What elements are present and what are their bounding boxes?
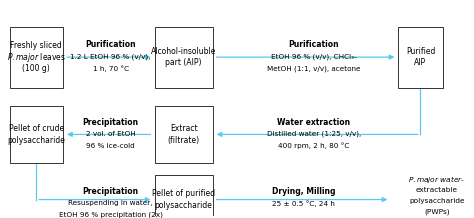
Text: EtOH 96 % (v/v), CHCl₃-: EtOH 96 % (v/v), CHCl₃- — [271, 53, 356, 60]
Text: Precipitation: Precipitation — [82, 187, 139, 196]
Text: EtOH 96 % precipitation (2x): EtOH 96 % precipitation (2x) — [59, 212, 163, 218]
Text: 96 % ice-cold: 96 % ice-cold — [86, 143, 135, 149]
Text: polysaccharide: polysaccharide — [8, 136, 65, 145]
Text: MetOH (1:1, v/v), acetone: MetOH (1:1, v/v), acetone — [267, 65, 360, 72]
Text: polysaccharide: polysaccharide — [409, 198, 465, 204]
Text: (100 g): (100 g) — [22, 64, 50, 73]
Text: (PWPs): (PWPs) — [424, 208, 449, 215]
Text: $P. major$ water-: $P. major$ water- — [408, 174, 465, 185]
Text: Precipitation: Precipitation — [82, 118, 139, 127]
FancyBboxPatch shape — [399, 27, 443, 88]
Text: Purified: Purified — [406, 47, 435, 56]
Text: extractable: extractable — [416, 187, 458, 193]
FancyBboxPatch shape — [9, 106, 63, 163]
Text: Freshly sliced: Freshly sliced — [10, 41, 62, 50]
Text: $P. major$ leaves: $P. major$ leaves — [7, 51, 66, 64]
Text: Pellet of crude: Pellet of crude — [9, 124, 64, 133]
Text: 400 rpm, 2 h, 80 °C: 400 rpm, 2 h, 80 °C — [278, 143, 349, 149]
Text: (filtrate): (filtrate) — [167, 136, 200, 145]
Text: 1.2 L EtOH 96 % (v/v),: 1.2 L EtOH 96 % (v/v), — [71, 53, 151, 60]
Text: 25 ± 0.5 °C, 24 h: 25 ± 0.5 °C, 24 h — [272, 200, 335, 207]
Text: AIP: AIP — [414, 58, 427, 67]
Text: Distilled water (1:25, v/v),: Distilled water (1:25, v/v), — [266, 131, 361, 137]
Text: Drying, Milling: Drying, Milling — [272, 187, 335, 196]
FancyBboxPatch shape — [9, 27, 63, 88]
Text: Pellet of purified: Pellet of purified — [152, 189, 215, 198]
FancyBboxPatch shape — [155, 106, 213, 163]
Text: Resuspending in water,: Resuspending in water, — [68, 200, 153, 206]
Text: Purification: Purification — [288, 40, 339, 49]
Text: Extract: Extract — [170, 124, 197, 133]
Text: Purification: Purification — [85, 40, 136, 49]
FancyBboxPatch shape — [155, 175, 213, 218]
Text: part (AIP): part (AIP) — [165, 58, 202, 67]
Text: Water extraction: Water extraction — [277, 118, 350, 127]
Text: Alcohol-insoluble: Alcohol-insoluble — [151, 47, 216, 56]
Text: 1 h, 70 °C: 1 h, 70 °C — [92, 65, 129, 72]
Text: polysaccharide: polysaccharide — [155, 201, 212, 210]
FancyBboxPatch shape — [155, 27, 213, 88]
Text: 2 vol. of EtOH: 2 vol. of EtOH — [86, 131, 136, 137]
